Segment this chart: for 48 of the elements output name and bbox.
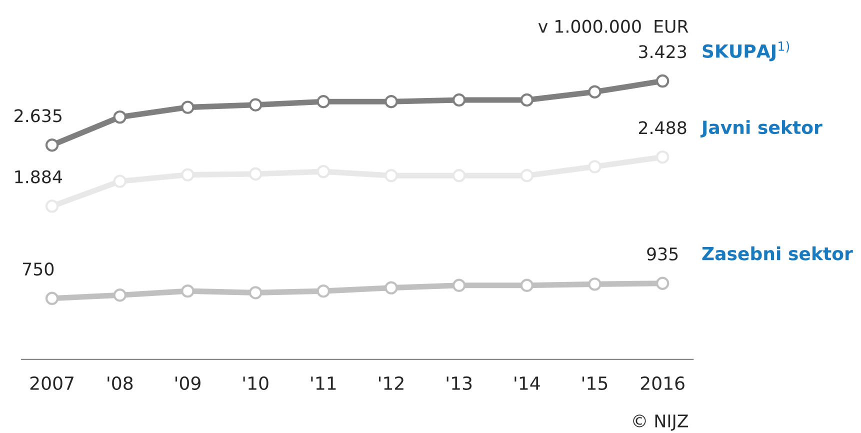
x-tick-label: '10: [243, 376, 268, 390]
point: [588, 278, 602, 291]
x-tick-label: '14: [514, 376, 540, 390]
point: [452, 93, 466, 107]
point: [113, 288, 126, 302]
text: Javni sektor: [700, 120, 822, 138]
point: [520, 93, 534, 107]
point: [384, 95, 398, 108]
x-tick-label: '15: [582, 376, 608, 390]
point: [520, 278, 534, 292]
data-label: 3.423: [639, 45, 686, 58]
point: [656, 74, 670, 88]
point: [588, 160, 602, 174]
x-tick-label: '12: [379, 376, 404, 390]
data-label: 935: [647, 247, 678, 261]
point: [656, 150, 670, 164]
data-label: 750: [23, 262, 54, 276]
text: v 1.000.000 EUR: [538, 20, 688, 33]
data-label: 2.488: [639, 121, 686, 134]
point: [384, 281, 398, 294]
point: [248, 286, 262, 300]
x-tick-label: 2007: [30, 376, 74, 390]
point: [316, 164, 330, 178]
point: [316, 284, 330, 298]
x-tick-label: '13: [446, 376, 472, 390]
point: [181, 168, 194, 182]
point: [316, 95, 330, 108]
x-tick-label: '08: [108, 376, 133, 390]
data-label: 1.884: [15, 170, 62, 184]
point: [113, 110, 126, 124]
text: Zasebni sektor: [702, 246, 853, 260]
point: [656, 276, 670, 290]
x-tick-label: '09: [175, 376, 200, 390]
text: © NIJZ: [633, 414, 688, 431]
point: [113, 174, 126, 188]
x-tick-label: 2016: [640, 376, 684, 390]
point: [452, 278, 466, 292]
point: [248, 98, 262, 112]
point: [181, 100, 194, 114]
point: [45, 292, 59, 305]
text: SKUPAJ$^{1)}$: [702, 41, 790, 62]
point: [520, 169, 534, 182]
data-label: 2.635: [14, 109, 62, 122]
point: [384, 169, 398, 182]
point: [588, 85, 602, 98]
point: [45, 138, 59, 152]
x-tick-label: '11: [311, 376, 336, 390]
point: [181, 284, 194, 298]
